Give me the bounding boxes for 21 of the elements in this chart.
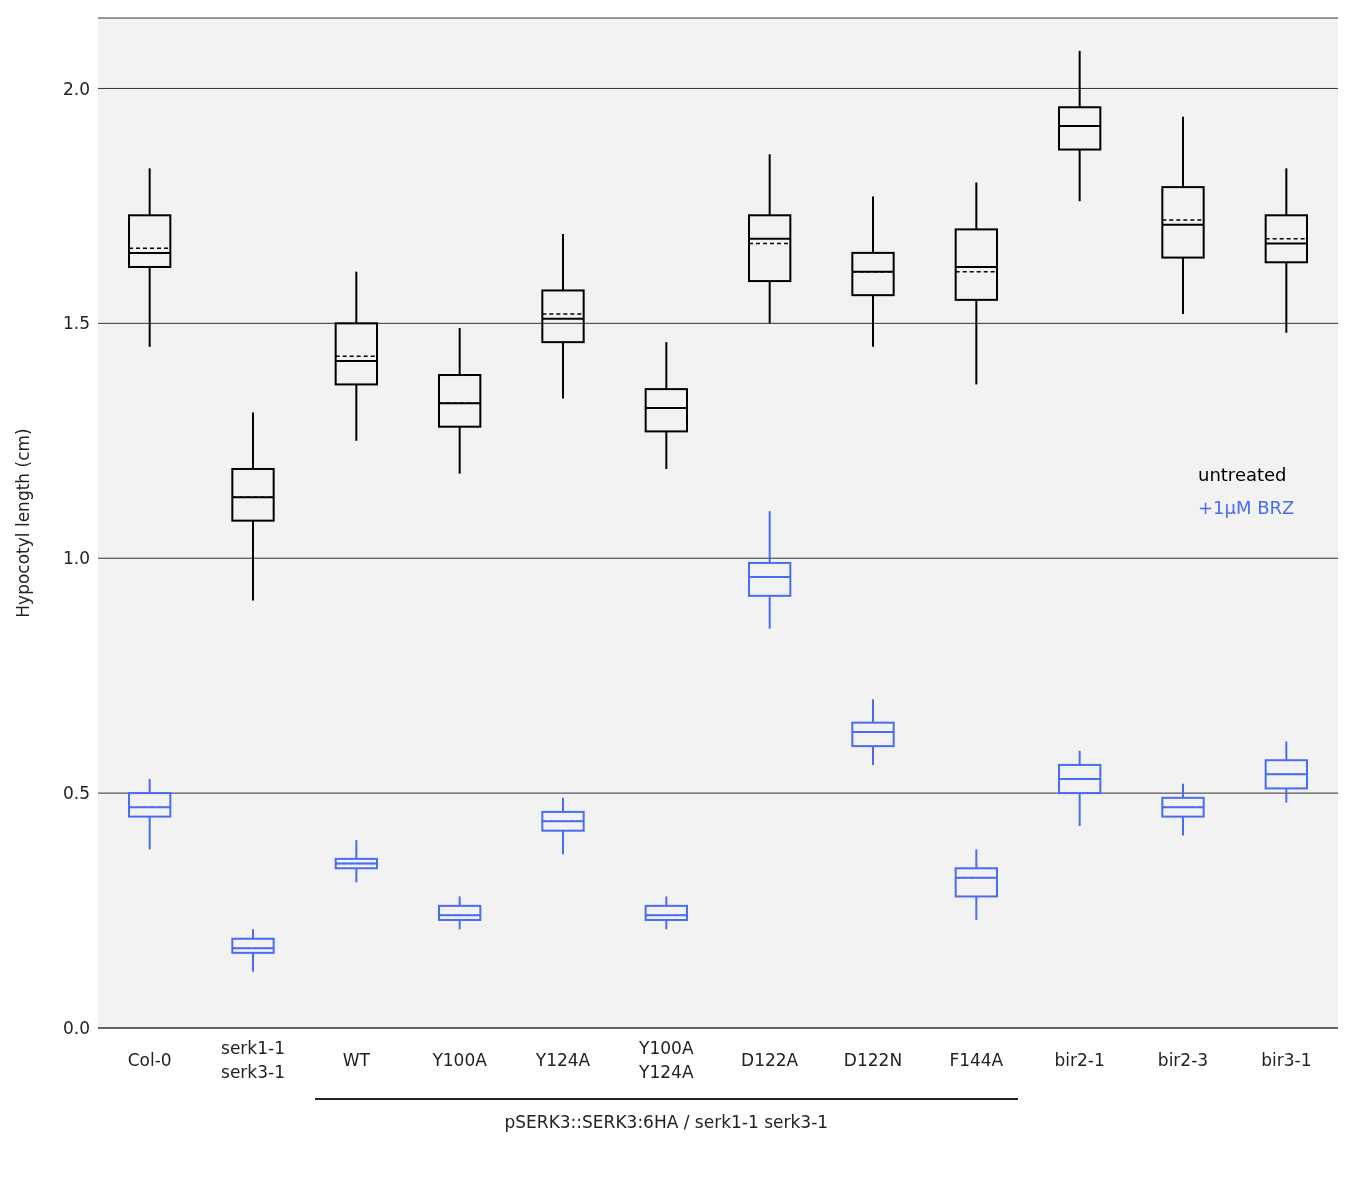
y-tick-label: 0.0 xyxy=(62,1018,90,1039)
x-tick-label: WT xyxy=(342,1050,371,1070)
y-tick-label: 2.0 xyxy=(62,78,90,99)
x-tick-label: serk1-1 serk3-1 xyxy=(221,1038,285,1082)
x-tick-label: bir3-1 xyxy=(1261,1050,1312,1070)
x-tick-label: Y124A xyxy=(534,1050,591,1070)
text: pSERK3::SERK3:6HA / serk1-1 serk3-1 xyxy=(504,1112,829,1132)
text: +1μM BRZ xyxy=(1198,497,1295,519)
x-tick-label: Y100A xyxy=(431,1050,488,1070)
text: untreated xyxy=(1198,464,1288,486)
y-axis-title: Hypocotyl length (cm) xyxy=(13,428,34,618)
x-tick-label: bir2-1 xyxy=(1054,1050,1105,1070)
x-tick-label: bir2-3 xyxy=(1157,1050,1209,1070)
y-tick-label: 0.5 xyxy=(62,783,90,804)
x-tick-label: D122A xyxy=(741,1050,799,1070)
y-tick-label: 1.5 xyxy=(62,313,90,334)
x-tick-label: Y100A Y124A xyxy=(638,1038,694,1082)
y-tick-label: 1.0 xyxy=(62,548,90,569)
x-tick-label: F144A xyxy=(949,1050,1004,1070)
x-tick-label: D122N xyxy=(843,1050,903,1070)
x-tick-label: Col-0 xyxy=(127,1050,172,1070)
